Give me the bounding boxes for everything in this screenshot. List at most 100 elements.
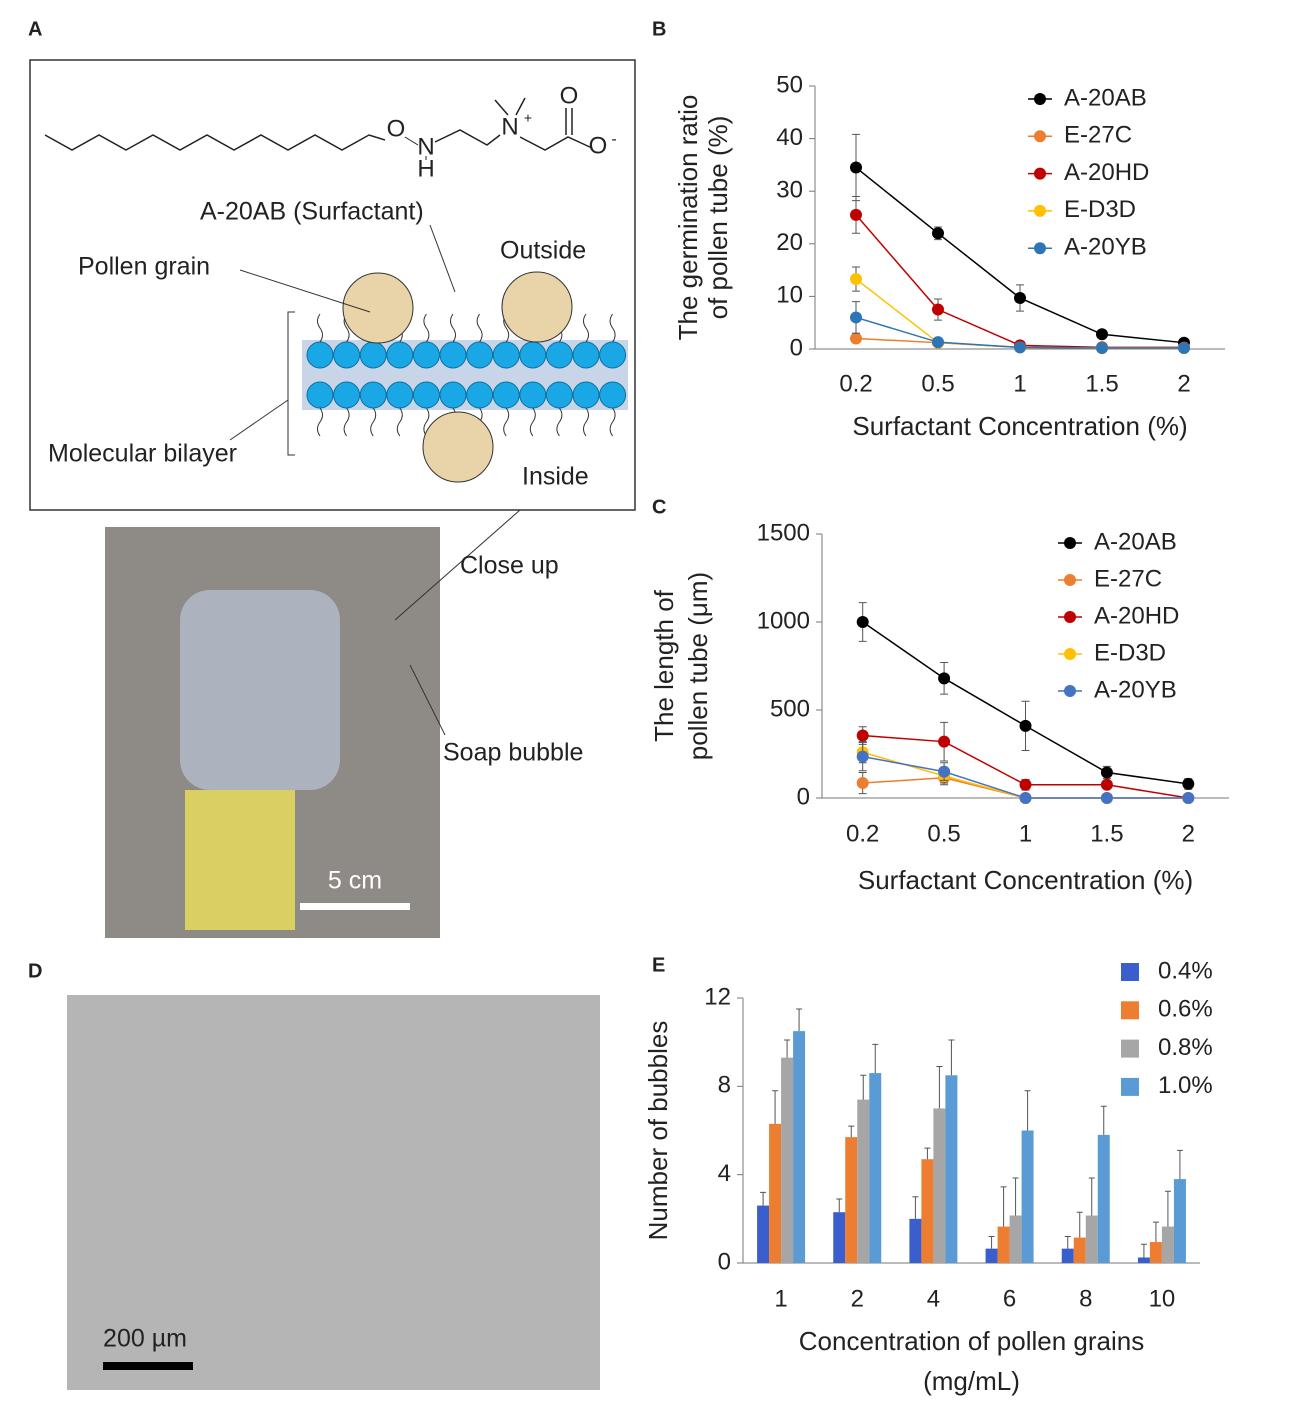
bar xyxy=(1061,1248,1074,1263)
y-tick-label: 12 xyxy=(704,983,731,1010)
bubble-gun xyxy=(180,590,340,790)
error-bar xyxy=(1000,1186,1007,1227)
atom: N xyxy=(501,113,518,140)
point xyxy=(1096,341,1108,354)
legend-label: 0.8% xyxy=(1158,1034,1213,1061)
lipid-tail xyxy=(370,407,377,437)
x-tick-label: 1.5 xyxy=(1085,370,1118,397)
error-bar xyxy=(772,1090,779,1124)
lipid-head xyxy=(359,341,387,369)
point xyxy=(1100,792,1113,804)
point xyxy=(850,273,862,286)
bar xyxy=(1021,1130,1034,1263)
legend-marker xyxy=(1034,167,1046,180)
point xyxy=(856,616,869,628)
legend-label: A-20AB xyxy=(1064,84,1147,111)
error-bar xyxy=(936,1065,943,1109)
x-tick-label: 0.2 xyxy=(846,820,879,847)
point xyxy=(850,161,862,174)
x-tick-label: 4 xyxy=(927,1285,940,1312)
series-line xyxy=(862,751,1189,799)
point xyxy=(1182,792,1195,804)
panel-label: B xyxy=(652,18,666,40)
legend-label: A-20HD xyxy=(1094,602,1179,629)
y-axis-title: The germination ratio xyxy=(673,95,703,341)
bond xyxy=(515,97,526,116)
lipid-tail xyxy=(423,407,430,437)
x-tick-label: 2 xyxy=(1182,820,1195,847)
panel-label: E xyxy=(652,954,665,976)
lipid-head xyxy=(306,381,334,409)
legend-marker xyxy=(1064,574,1076,586)
legend-marker xyxy=(1034,130,1046,143)
legend-label: A-20YB xyxy=(1094,676,1177,703)
legend-marker xyxy=(1034,93,1046,105)
legend-swatch xyxy=(1121,963,1139,981)
point xyxy=(938,735,951,748)
leader xyxy=(394,509,521,621)
legend-swatch xyxy=(1121,1001,1139,1020)
atom: H xyxy=(417,155,434,182)
lipid-head xyxy=(386,381,414,409)
bond xyxy=(494,99,509,116)
bilayer xyxy=(306,313,627,437)
bar xyxy=(1137,1257,1150,1263)
x-axis-title: Surfactant Concentration (%) xyxy=(858,865,1193,895)
leader xyxy=(409,664,446,736)
bond xyxy=(519,136,593,151)
legend-label: 0.6% xyxy=(1158,996,1213,1023)
point xyxy=(856,750,869,763)
error-bar xyxy=(948,1039,955,1076)
lipid-tail xyxy=(476,313,483,343)
panel-label: C xyxy=(652,496,666,518)
lipid-head xyxy=(545,381,573,409)
x-tick-label: 0.5 xyxy=(927,820,960,847)
legend-swatch xyxy=(1121,1039,1139,1058)
point xyxy=(1096,328,1108,341)
x-axis-title: (mg/mL) xyxy=(923,1366,1020,1396)
point xyxy=(1182,777,1195,790)
error-bar xyxy=(1088,1177,1095,1216)
error-bar xyxy=(1076,1211,1083,1238)
lipid-head xyxy=(599,381,627,409)
lipid-tail xyxy=(503,407,510,437)
lipid-head xyxy=(439,381,467,409)
error-bar xyxy=(848,1125,855,1138)
error-bar xyxy=(1012,1177,1019,1216)
bar xyxy=(921,1159,934,1263)
x-tick-label: 1 xyxy=(774,1285,787,1312)
lipid-tail xyxy=(583,313,589,343)
error-bar xyxy=(988,1236,995,1249)
point xyxy=(1014,291,1026,304)
lipid-tail xyxy=(583,407,589,437)
legend-label: 1.0% xyxy=(1158,1072,1213,1099)
label: Pollen grain xyxy=(78,253,210,281)
lipid-head xyxy=(412,381,440,409)
y-tick-label: 8 xyxy=(718,1072,731,1099)
x-tick-label: 2 xyxy=(851,1285,864,1312)
lipid-tail xyxy=(609,313,616,343)
legend-marker xyxy=(1064,648,1076,660)
label: Inside xyxy=(522,463,589,491)
bar xyxy=(933,1108,946,1263)
y-tick-label: 0 xyxy=(797,783,810,810)
point xyxy=(1019,778,1032,791)
bond xyxy=(434,129,501,146)
point xyxy=(850,311,862,324)
y-axis-title: of pollen tube (%) xyxy=(703,116,733,320)
error-bar xyxy=(1164,1190,1171,1227)
point xyxy=(850,208,862,221)
y-tick-label: 4 xyxy=(718,1160,731,1187)
bar xyxy=(1173,1179,1186,1263)
bar xyxy=(1085,1215,1098,1263)
bar xyxy=(869,1073,882,1263)
bottle xyxy=(185,790,295,930)
lipid-head xyxy=(386,341,414,369)
bar xyxy=(845,1137,858,1263)
lipid-tail xyxy=(529,407,536,437)
bar xyxy=(1161,1226,1174,1263)
bar xyxy=(909,1218,922,1263)
error-bar xyxy=(1152,1221,1159,1243)
y-axis-title: pollen tube (μm) xyxy=(683,572,713,760)
legend-swatch xyxy=(1121,1077,1139,1096)
